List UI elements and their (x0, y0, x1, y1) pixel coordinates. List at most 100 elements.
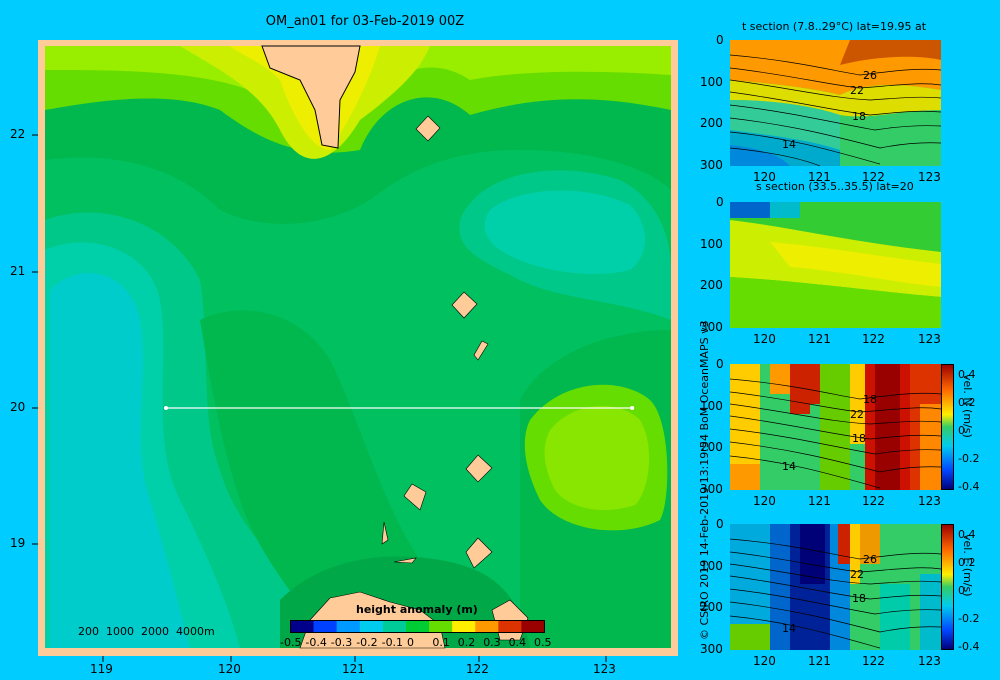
vn-section-plot (730, 364, 941, 490)
island-3 (473, 340, 489, 361)
ve-contour-label: 26 (863, 553, 877, 566)
section-ytick: 100 (700, 558, 723, 573)
map-xtick: 120 (218, 662, 241, 676)
t-section-title: t section (7.8..29°C) lat=19.95 at (742, 20, 927, 33)
t-contour-label: 26 (863, 69, 877, 82)
section-xtick: 120 (753, 494, 776, 508)
colorbar-cell (475, 620, 499, 633)
s-section-title: s section (33.5..35.5) lat=20 (756, 180, 914, 193)
section-ytick: 0 (716, 517, 724, 531)
t-contour-label: 22 (850, 84, 864, 97)
section-xtick: 123 (918, 654, 941, 668)
section-ytick: 300 (700, 641, 723, 656)
velocity-colorbar-tick: -0.2 (958, 452, 980, 465)
section-xtick: 122 (862, 494, 885, 508)
section-ytick: 200 (700, 600, 723, 614)
ve-colorbar (941, 524, 954, 650)
section-xtick: 123 (918, 170, 941, 184)
section-ytick: 100 (700, 74, 723, 89)
colorbar-tick: -0.3 (330, 636, 353, 649)
t-contour-label: 18 (852, 110, 866, 123)
vn-contour-label: 18 (863, 393, 877, 406)
map-xtick: 122 (466, 662, 489, 676)
section-xtick: 121 (808, 654, 831, 668)
map-ytick: 20 (10, 400, 26, 414)
colorbar-cell (313, 620, 337, 633)
map-xtick: 123 (593, 662, 616, 676)
colorbar-tick: 0.3 (483, 636, 501, 649)
section-ytick: 100 (700, 398, 723, 413)
section-xtick: 121 (808, 170, 831, 184)
colorbar-tick: 0.4 (508, 636, 527, 649)
main-map (32, 40, 678, 662)
velocity-colorbar-tick: 0 (958, 584, 965, 597)
ve-contour-label: 22 (850, 568, 864, 581)
colorbar-cell (405, 620, 430, 633)
island-4 (465, 454, 493, 483)
section-ytick: 200 (700, 116, 723, 130)
section-ytick: 300 (700, 319, 723, 334)
colorbar-tick: 0.2 (457, 636, 476, 649)
colorbar-cell (359, 620, 384, 633)
map-xtick: 119 (90, 662, 113, 676)
section-xtick: 123 (918, 332, 941, 346)
vn-contour-label: 14 (782, 460, 796, 473)
section-ytick: 100 (700, 236, 723, 251)
colorbar-tick: -0.1 (381, 636, 404, 649)
section-ytick: 0 (716, 357, 724, 371)
island-2 (451, 291, 478, 319)
section-xtick: 122 (862, 654, 885, 668)
island-6 (465, 537, 493, 569)
colorbar-tick: -0.5 (280, 636, 302, 649)
section-ytick: 200 (700, 278, 723, 292)
section-xtick: 123 (918, 494, 941, 508)
velocity-colorbar-tick: 0.4 (958, 528, 976, 541)
section-ytick: 0 (716, 195, 724, 209)
island-5 (403, 483, 427, 511)
map-ytick: 22 (10, 127, 26, 141)
section-ytick: 0 (716, 33, 724, 47)
colorbar-cell (452, 620, 476, 633)
depth-legend: 200 1000 2000 4000m (78, 625, 215, 638)
map-ytick: 21 (10, 264, 26, 278)
field-se-core (544, 406, 650, 510)
ve-contour-label: 14 (782, 622, 796, 635)
colorbar-cell (290, 620, 314, 633)
colorbar-tick: 0 (407, 636, 414, 649)
velocity-colorbar-tick: -0.4 (958, 640, 980, 653)
colorbar-tick: 0.1 (432, 636, 450, 649)
colorbar-cell (382, 620, 407, 633)
velocity-colorbar-tick: -0.4 (958, 480, 980, 493)
colorbar-cell (498, 620, 522, 633)
map-ytick: 19 (10, 536, 26, 550)
vn-colorbar (941, 364, 954, 490)
colorbar-tick: -0.4 (305, 636, 327, 649)
ve-colorbar-label: vel. E (m/s) (961, 534, 974, 597)
velocity-colorbar-tick: 0.4 (958, 368, 976, 381)
colorbar-label: height anomaly (m) (356, 603, 478, 616)
vn-contour-label: 22 (850, 408, 864, 421)
field-east-core (484, 190, 645, 274)
velocity-colorbar-tick: -0.2 (958, 612, 980, 625)
colorbar-tick: -0.2 (356, 636, 378, 649)
vn-colorbar-label: vel. N (m/s) (961, 374, 974, 438)
section-ytick: 300 (700, 481, 723, 496)
section-line-endpoint (164, 406, 168, 410)
height-colorbar (290, 620, 545, 633)
map-xtick: 121 (342, 662, 365, 676)
section-xtick: 121 (808, 332, 831, 346)
colorbar-cell (429, 620, 453, 633)
section-ytick: 300 (700, 157, 723, 172)
map-title: OM_an01 for 03-Feb-2019 00Z (265, 14, 465, 29)
vn-contour-label: 18 (852, 432, 866, 445)
ve-section-plot (730, 524, 941, 650)
velocity-colorbar-tick: 0 (958, 424, 965, 437)
ve-contour-label: 18 (852, 592, 866, 605)
section-xtick: 120 (753, 332, 776, 346)
section-xtick: 122 (862, 332, 885, 346)
section-line-endpoint (630, 406, 635, 410)
s-section-plot (730, 202, 941, 328)
section-xtick: 120 (753, 654, 776, 668)
section-line (164, 406, 635, 410)
taiwan-land (261, 45, 361, 149)
